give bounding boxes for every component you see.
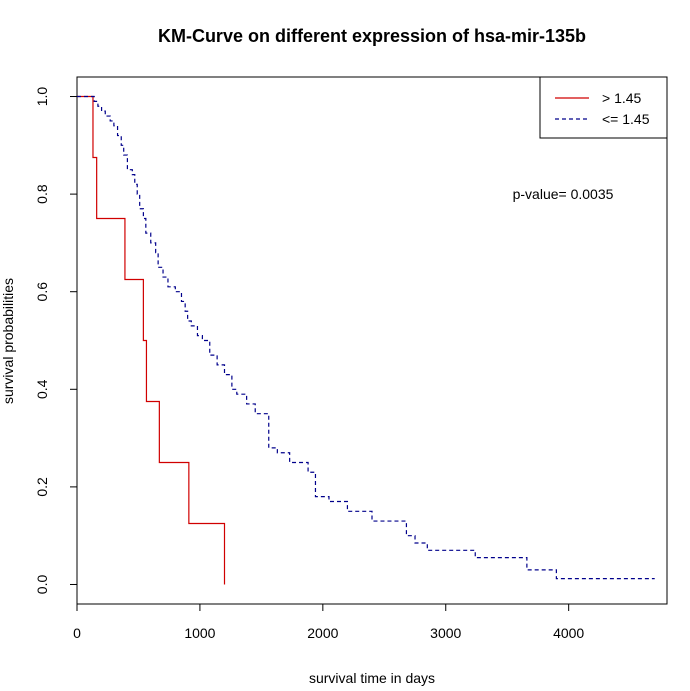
x-axis-label: survival time in days bbox=[309, 670, 435, 686]
y-tick-label: 0.4 bbox=[34, 379, 50, 399]
x-tick-label: 0 bbox=[73, 625, 81, 641]
legend-label-low: <= 1.45 bbox=[602, 111, 650, 127]
x-tick-label: 1000 bbox=[184, 625, 215, 641]
p-value-annotation: p-value= 0.0035 bbox=[513, 186, 614, 202]
legend-box bbox=[539, 76, 668, 139]
x-tick-label: 4000 bbox=[553, 625, 584, 641]
legend-label-high: > 1.45 bbox=[602, 90, 642, 106]
y-tick-label: 0.2 bbox=[34, 477, 50, 497]
y-tick-label: 0.0 bbox=[34, 575, 50, 595]
y-axis-label: survival probabilities bbox=[0, 278, 16, 404]
plot-area-border bbox=[76, 76, 668, 605]
y-tick-label: 0.6 bbox=[34, 282, 50, 302]
y-axis: 0.0 0.2 0.4 0.6 0.8 1.0 bbox=[34, 87, 78, 595]
x-axis: 0 1000 2000 3000 4000 bbox=[73, 603, 584, 641]
x-tick-label: 2000 bbox=[307, 625, 338, 641]
series-line-low bbox=[77, 95, 655, 580]
chart-title: KM-Curve on different expression of hsa-… bbox=[158, 26, 586, 46]
legend: > 1.45 <= 1.45 bbox=[539, 76, 668, 139]
y-tick-label: 1.0 bbox=[34, 87, 50, 107]
y-tick-label: 0.8 bbox=[34, 184, 50, 204]
series-layer bbox=[77, 95, 655, 585]
x-tick-label: 3000 bbox=[430, 625, 461, 641]
series-line-high bbox=[77, 95, 226, 585]
